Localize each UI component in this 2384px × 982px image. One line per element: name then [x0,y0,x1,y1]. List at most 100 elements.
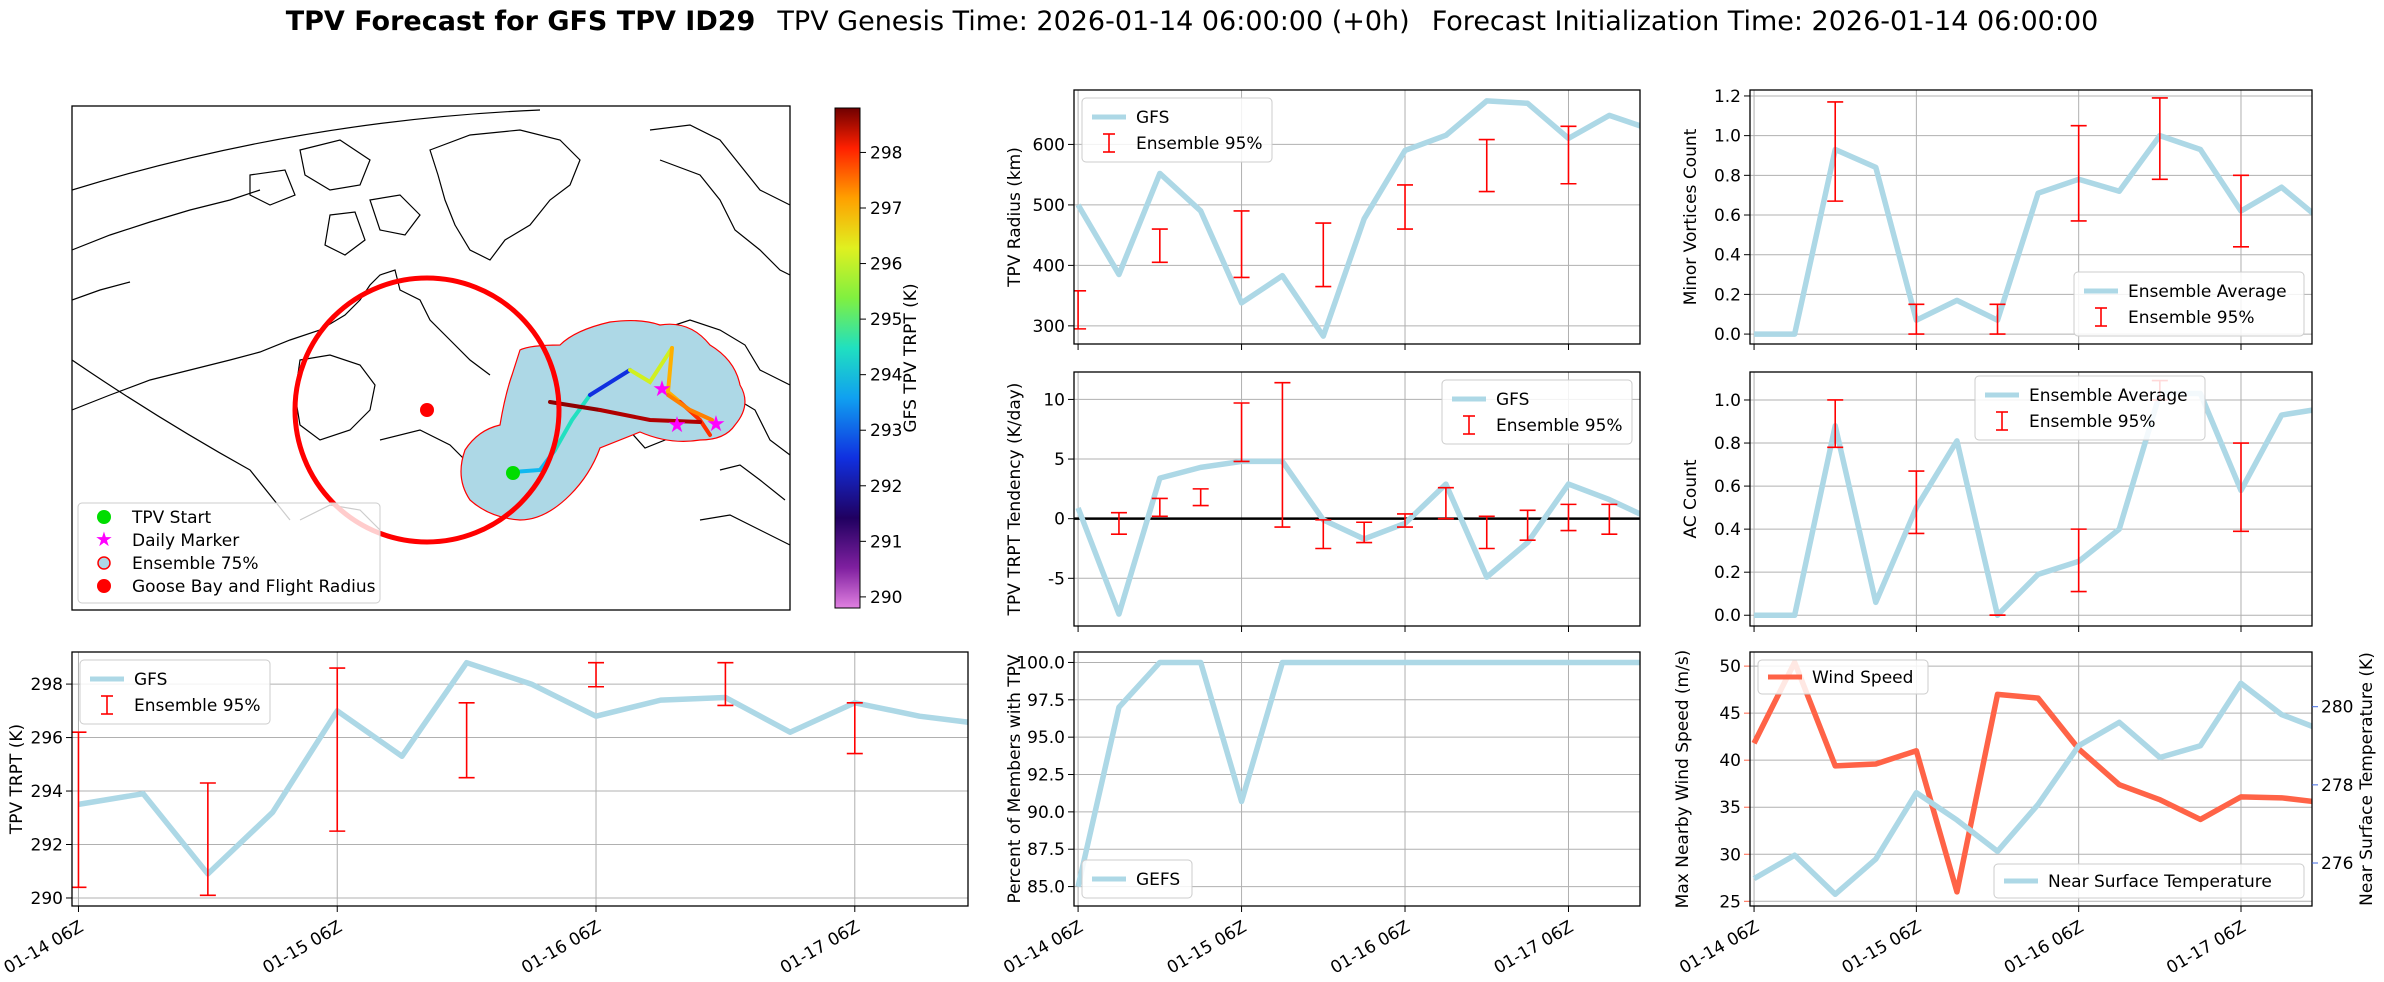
series-line-gfs [1075,98,1640,339]
x-tick-label: 01-15 06Z [1839,917,1925,978]
legend-label: GFS [1496,390,1529,410]
colorbar-tick-label: 295 [870,310,902,330]
y-tick-label: 600 [1033,135,1065,155]
error-bar [458,701,475,779]
y-tick-label: 100.0 [1016,653,1065,673]
series-line-ensemble-average [1754,390,2312,618]
error-bar [1274,381,1291,528]
legend-box [1441,379,1633,445]
axes-frame [1073,651,1641,907]
y-tick-label: 0 [1054,510,1065,530]
y-axis-label: Max Nearby Wind Speed (m/s) [1673,650,1693,909]
error-bar [1560,125,1577,185]
legend-trpt: GFS Ensemble 95% [79,659,271,725]
y-tick-label: 292 [31,836,63,856]
error-bar [2070,124,2087,222]
legend-box [1081,97,1273,163]
y-tick-label: 40 [1719,751,1741,771]
error-bar [1074,289,1087,330]
legend-box [1974,375,2206,441]
x-tick-label: 01-17 06Z [2163,917,2249,978]
chart-tendency: -5 0 5 10 TPV TRPT Tendency (K/day) GFS Ensemb… [1005,371,1641,632]
y-axis-label: Minor Vortices Count [1681,128,1701,305]
y-tick-label: 0.4 [1714,246,1741,266]
colorbar-tick-label: 296 [870,255,902,275]
error-bar [329,667,346,832]
map-panel: ★ ★ ★ ★ TPV Start Daily Marker Ensemble … [71,105,921,611]
error-bar [1519,509,1536,541]
y-axis-label: AC Count [1681,459,1701,538]
tpv-track [511,346,714,474]
legend-box [79,659,271,725]
y2-tick-label: 278 [2321,776,2353,796]
y-tick-label: 50 [1719,657,1741,677]
x-tick-label: 01-17 06Z [777,917,863,978]
y-tick-label: 0.0 [1714,606,1741,626]
legend-box [1993,863,2305,899]
legend-label: Wind Speed [1812,668,1913,688]
y-tick-label: -5 [1048,569,1065,589]
y-axis-label: Percent of Members with TPV [1005,654,1025,903]
error-bar [1478,515,1495,550]
legend-label: GFS [1136,108,1169,128]
colorbar-tick-label: 292 [870,477,902,497]
error-bar [717,661,734,707]
y-axis-label: TPV TRPT (K) [7,724,27,835]
y-tick-label: 35 [1719,798,1741,818]
legend-label: Near Surface Temperature [2048,872,2272,892]
error-bar [1110,511,1127,535]
legend-label: Ensemble 95% [1496,416,1623,436]
y-tick-label: 296 [31,729,63,749]
series-line-gefs [1075,659,1640,888]
colorbar-tick-label: 290 [870,588,902,608]
axes-frame [1749,371,2313,627]
y-tick-label: 1.0 [1714,127,1741,147]
colorbar-tick-label: 293 [870,421,902,441]
y-tick-label: 0.8 [1714,434,1741,454]
y-tick-label: 0.4 [1714,520,1741,540]
x-tick-label: 01-14 06Z [1676,917,1762,978]
error-bar [1908,470,1925,535]
map-legend-goose: Goose Bay and Flight Radius [132,577,376,597]
legend-label: GFS [134,670,167,690]
figure-title: TPV Forecast for GFS TPV ID29 TPV Genesis… [0,6,2384,37]
error-bar [199,782,216,897]
x-tick-label: 01-16 06Z [1327,917,1413,978]
axes-frame [1749,651,2313,907]
error-bar [1397,513,1414,528]
error-bar [1908,303,1925,335]
colorbar-tick-label: 291 [870,532,902,552]
axes-frame [1073,89,1641,345]
legend-label: Ensemble 95% [134,696,261,716]
legend-label: Ensemble Average [2029,386,2188,406]
error-bar [846,701,863,755]
y-axis-label: TPV Radius (km) [1005,147,1025,288]
chart-wind: 25 30 35 40 45 50 Max Nearby Wind Speed (m/s) 2… [1673,650,2377,979]
colorbar-tick-label: 297 [870,199,902,219]
error-bar [1989,303,2006,335]
y-tick-label: 95.0 [1027,728,1065,748]
colorbar-tick-label: 294 [870,366,902,386]
y-tick-label: 294 [31,782,63,802]
series-line-ensemble-average [1754,132,2312,337]
legend-box [2073,271,2305,337]
y2-tick-label: 280 [2321,698,2353,718]
tpv-start-marker [506,466,520,480]
x-tick-label: 01-15 06Z [259,917,345,978]
y-tick-label: 30 [1719,845,1741,865]
error-bar [72,731,87,889]
y-tick-label: 1.0 [1714,391,1741,411]
title-genesis: TPV Genesis Time: 2026-01-14 06:00:00 (+… [777,6,1410,37]
y-tick-label: 0.2 [1714,285,1741,305]
x-tick-label: 01-15 06Z [1164,917,1250,978]
y-tick-label: 45 [1719,704,1741,724]
legend-members: GEFS [1081,859,1193,899]
error-bar [1315,519,1332,550]
legend-label: Ensemble 95% [1136,134,1263,154]
colorbar-tick-label: 298 [870,143,902,163]
x-tick-label: 01-14 06Z [1000,917,1086,978]
y-tick-label: 0.6 [1714,477,1741,497]
chart-radius: 300 400 500 600 TPV Radius (km) GFS Ensemble 9… [1005,89,1641,350]
x-tick-label: 01-14 06Z [1,917,87,978]
